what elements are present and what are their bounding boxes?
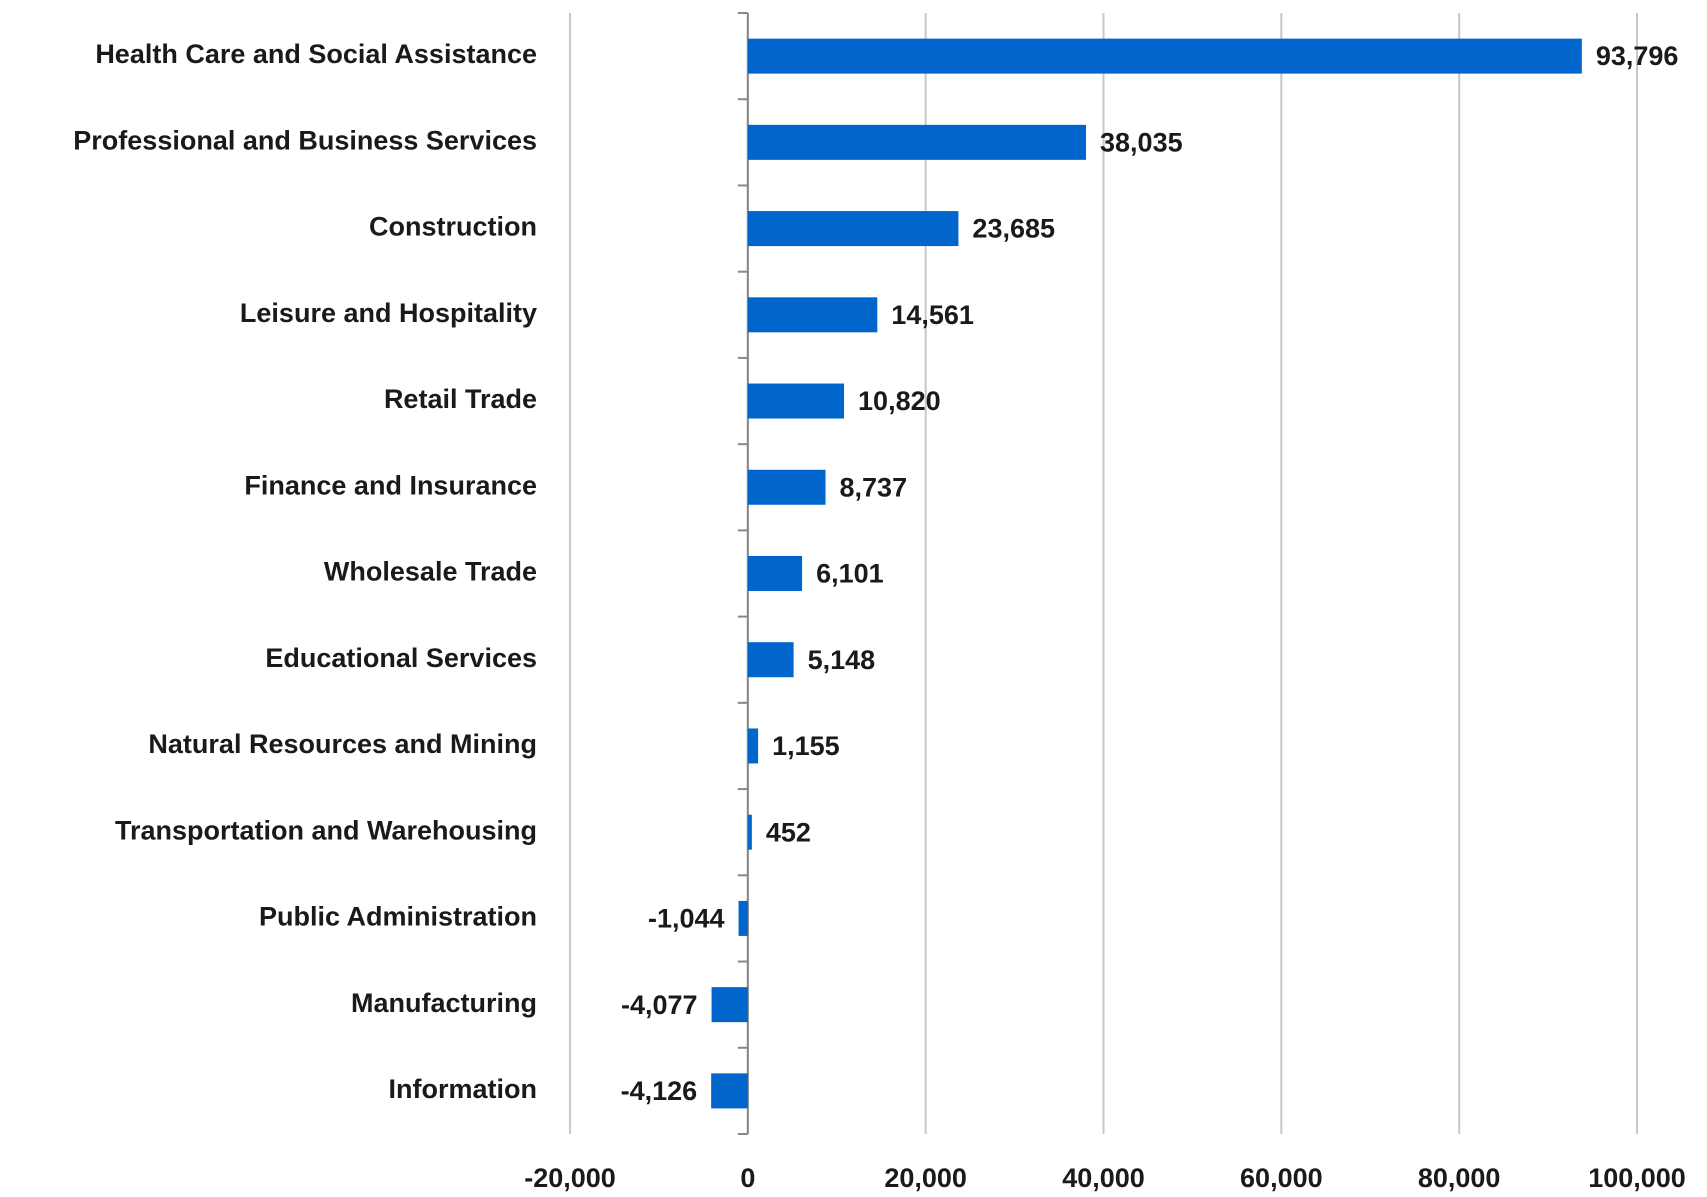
y-tick-label: Educational Services [265,643,537,673]
y-tick-label: Professional and Business Services [73,125,537,155]
data-label: 14,561 [891,300,974,330]
y-tick-label: Finance and Insurance [244,470,537,500]
bar [747,469,826,505]
data-label: 23,685 [972,214,1055,244]
bar [747,124,1087,160]
x-tick-label: 100,000 [1588,1163,1686,1193]
bar [738,900,748,936]
data-label: 5,148 [808,645,876,675]
data-label: -4,077 [621,990,698,1020]
y-tick-label: Leisure and Hospitality [240,298,537,328]
data-label: 452 [766,817,811,847]
y-tick-label: Retail Trade [384,384,537,414]
bar [747,383,845,419]
y-tick-label: Construction [369,212,537,242]
data-label: 10,820 [858,386,941,416]
bar [747,642,794,678]
bar [747,814,752,850]
data-label: 8,737 [840,472,908,502]
y-tick-label: Natural Resources and Mining [148,729,537,759]
x-tick-label: 60,000 [1240,1163,1323,1193]
data-label: 1,155 [772,731,840,761]
y-tick-label: Wholesale Trade [324,557,537,587]
y-tick-label: Public Administration [259,902,537,932]
x-tick-label: 20,000 [884,1163,967,1193]
data-label: 93,796 [1596,41,1679,71]
y-tick-label: Transportation and Warehousing [115,815,537,845]
bar [711,987,748,1023]
bar [747,211,959,247]
y-tick-label: Information [389,1074,538,1104]
x-tick-label: 80,000 [1418,1163,1501,1193]
x-tick-label: 40,000 [1062,1163,1145,1193]
y-tick-label: Manufacturing [351,988,537,1018]
x-tick-label: -20,000 [524,1163,616,1193]
bar [747,297,878,333]
bar [747,556,803,591]
bar [711,1073,748,1109]
bar [747,728,759,764]
bar [747,38,1582,74]
y-tick-label: Health Care and Social Assistance [95,39,537,69]
data-label: -1,044 [648,904,725,934]
data-label: 6,101 [816,559,884,589]
x-tick-label: 0 [740,1163,755,1193]
data-label: -4,126 [621,1076,698,1106]
data-label: 38,035 [1100,127,1183,157]
